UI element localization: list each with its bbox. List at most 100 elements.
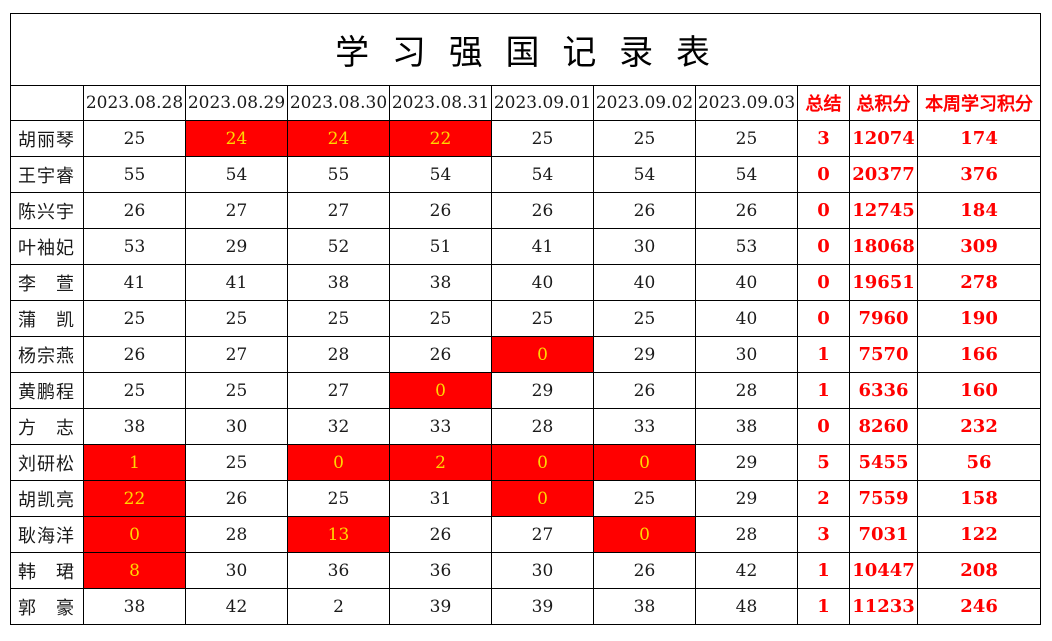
summary-cell: 0	[797, 264, 850, 301]
day-cell: 55	[83, 156, 186, 193]
title-row: 学 习 强 国 记 录 表	[9, 13, 1042, 86]
table-row-1: 王宇睿 55 54 55 54 54 54 54 0 20377 376	[10, 156, 1042, 193]
summary-cell: 1	[797, 588, 850, 625]
day-cell: 28	[695, 516, 798, 553]
day-cell: 33	[389, 408, 492, 445]
day-cell: 0	[593, 444, 696, 481]
week-cell: 184	[916, 192, 1042, 229]
day-cell: 25	[593, 120, 696, 157]
day-cell: 27	[287, 372, 390, 409]
week-cell: 166	[916, 336, 1042, 373]
day-cell: 0	[83, 516, 186, 553]
day-cell: 36	[287, 552, 390, 589]
day-cell: 28	[287, 336, 390, 373]
table-row-3: 叶袖妃 53 29 52 51 41 30 53 0 18068 309	[10, 228, 1042, 265]
day-cell: 27	[287, 192, 390, 229]
day-cell: 22	[83, 480, 186, 517]
name-cell: 胡凯亮	[10, 480, 84, 517]
day-cell: 29	[593, 336, 696, 373]
day-cell: 0	[593, 516, 696, 553]
table-row-13: 郭 豪 38 42 2 39 39 38 48 1 11233 246	[10, 588, 1042, 625]
day-cell: 26	[593, 192, 696, 229]
week-cell: 122	[916, 516, 1042, 553]
date-header-2: 2023.08.30	[287, 85, 390, 121]
table-row-6: 杨宗燕 26 27 28 26 0 29 30 1 7570 166	[10, 336, 1042, 373]
day-cell: 40	[593, 264, 696, 301]
total-cell: 19651	[849, 264, 918, 301]
total-cell: 7570	[849, 336, 918, 373]
name-cell: 蒲 凯	[10, 300, 84, 337]
day-cell: 55	[287, 156, 390, 193]
day-cell: 38	[83, 588, 186, 625]
day-cell: 0	[389, 372, 492, 409]
week-cell: 376	[916, 156, 1042, 193]
day-cell: 26	[389, 516, 492, 553]
day-cell: 1	[83, 444, 186, 481]
day-cell: 36	[389, 552, 492, 589]
name-cell: 方 志	[10, 408, 84, 445]
day-cell: 25	[83, 372, 186, 409]
total-cell: 7559	[849, 480, 918, 517]
name-cell: 李 萱	[10, 264, 84, 301]
record-sheet: 学 习 强 国 记 录 表 2023.08.28 2023.08.29 2023.0…	[9, 13, 1042, 625]
day-cell: 26	[389, 192, 492, 229]
day-cell: 32	[287, 408, 390, 445]
day-cell: 30	[185, 552, 288, 589]
day-cell: 22	[389, 120, 492, 157]
name-cell: 刘研松	[10, 444, 84, 481]
day-cell: 41	[185, 264, 288, 301]
day-cell: 2	[287, 588, 390, 625]
day-cell: 29	[695, 444, 798, 481]
day-cell: 26	[593, 372, 696, 409]
day-cell: 25	[83, 120, 186, 157]
header-row: 2023.08.28 2023.08.29 2023.08.30 2023.08.31…	[10, 85, 1042, 121]
week-header: 本周学习积分	[916, 85, 1042, 121]
total-cell: 12074	[849, 120, 918, 157]
day-cell: 0	[491, 336, 594, 373]
name-cell: 王宇睿	[10, 156, 84, 193]
day-cell: 25	[287, 300, 390, 337]
day-cell: 13	[287, 516, 390, 553]
day-cell: 26	[491, 192, 594, 229]
day-cell: 53	[83, 228, 186, 265]
date-header-0: 2023.08.28	[83, 85, 186, 121]
day-cell: 54	[389, 156, 492, 193]
day-cell: 31	[389, 480, 492, 517]
day-cell: 30	[491, 552, 594, 589]
day-cell: 26	[185, 480, 288, 517]
day-cell: 38	[593, 588, 696, 625]
day-cell: 25	[491, 120, 594, 157]
table-row-4: 李 萱 41 41 38 38 40 40 40 0 19651 278	[10, 264, 1042, 301]
table-row-0: 胡丽琴 25 24 24 22 25 25 25 3 12074 174	[10, 120, 1042, 157]
day-cell: 41	[491, 228, 594, 265]
summary-cell: 3	[797, 120, 850, 157]
day-cell: 27	[185, 192, 288, 229]
day-cell: 28	[695, 372, 798, 409]
day-cell: 30	[185, 408, 288, 445]
day-cell: 40	[695, 300, 798, 337]
week-cell: 232	[916, 408, 1042, 445]
day-cell: 25	[185, 444, 288, 481]
day-cell: 25	[491, 300, 594, 337]
day-cell: 54	[593, 156, 696, 193]
table-row-5: 蒲 凯 25 25 25 25 25 25 40 0 7960 190	[10, 300, 1042, 337]
table-row-2: 陈兴宇 26 27 27 26 26 26 26 0 12745 184	[10, 192, 1042, 229]
summary-cell: 5	[797, 444, 850, 481]
name-cell: 陈兴宇	[10, 192, 84, 229]
day-cell: 38	[695, 408, 798, 445]
week-cell: 208	[916, 552, 1042, 589]
date-header-1: 2023.08.29	[185, 85, 288, 121]
name-cell: 杨宗燕	[10, 336, 84, 373]
summary-cell: 0	[797, 228, 850, 265]
total-cell: 7031	[849, 516, 918, 553]
day-cell: 26	[83, 192, 186, 229]
day-cell: 24	[185, 120, 288, 157]
day-cell: 25	[593, 300, 696, 337]
day-cell: 25	[389, 300, 492, 337]
week-cell: 190	[916, 300, 1042, 337]
day-cell: 26	[593, 552, 696, 589]
day-cell: 28	[185, 516, 288, 553]
summary-cell: 0	[797, 156, 850, 193]
day-cell: 40	[491, 264, 594, 301]
summary-cell: 3	[797, 516, 850, 553]
